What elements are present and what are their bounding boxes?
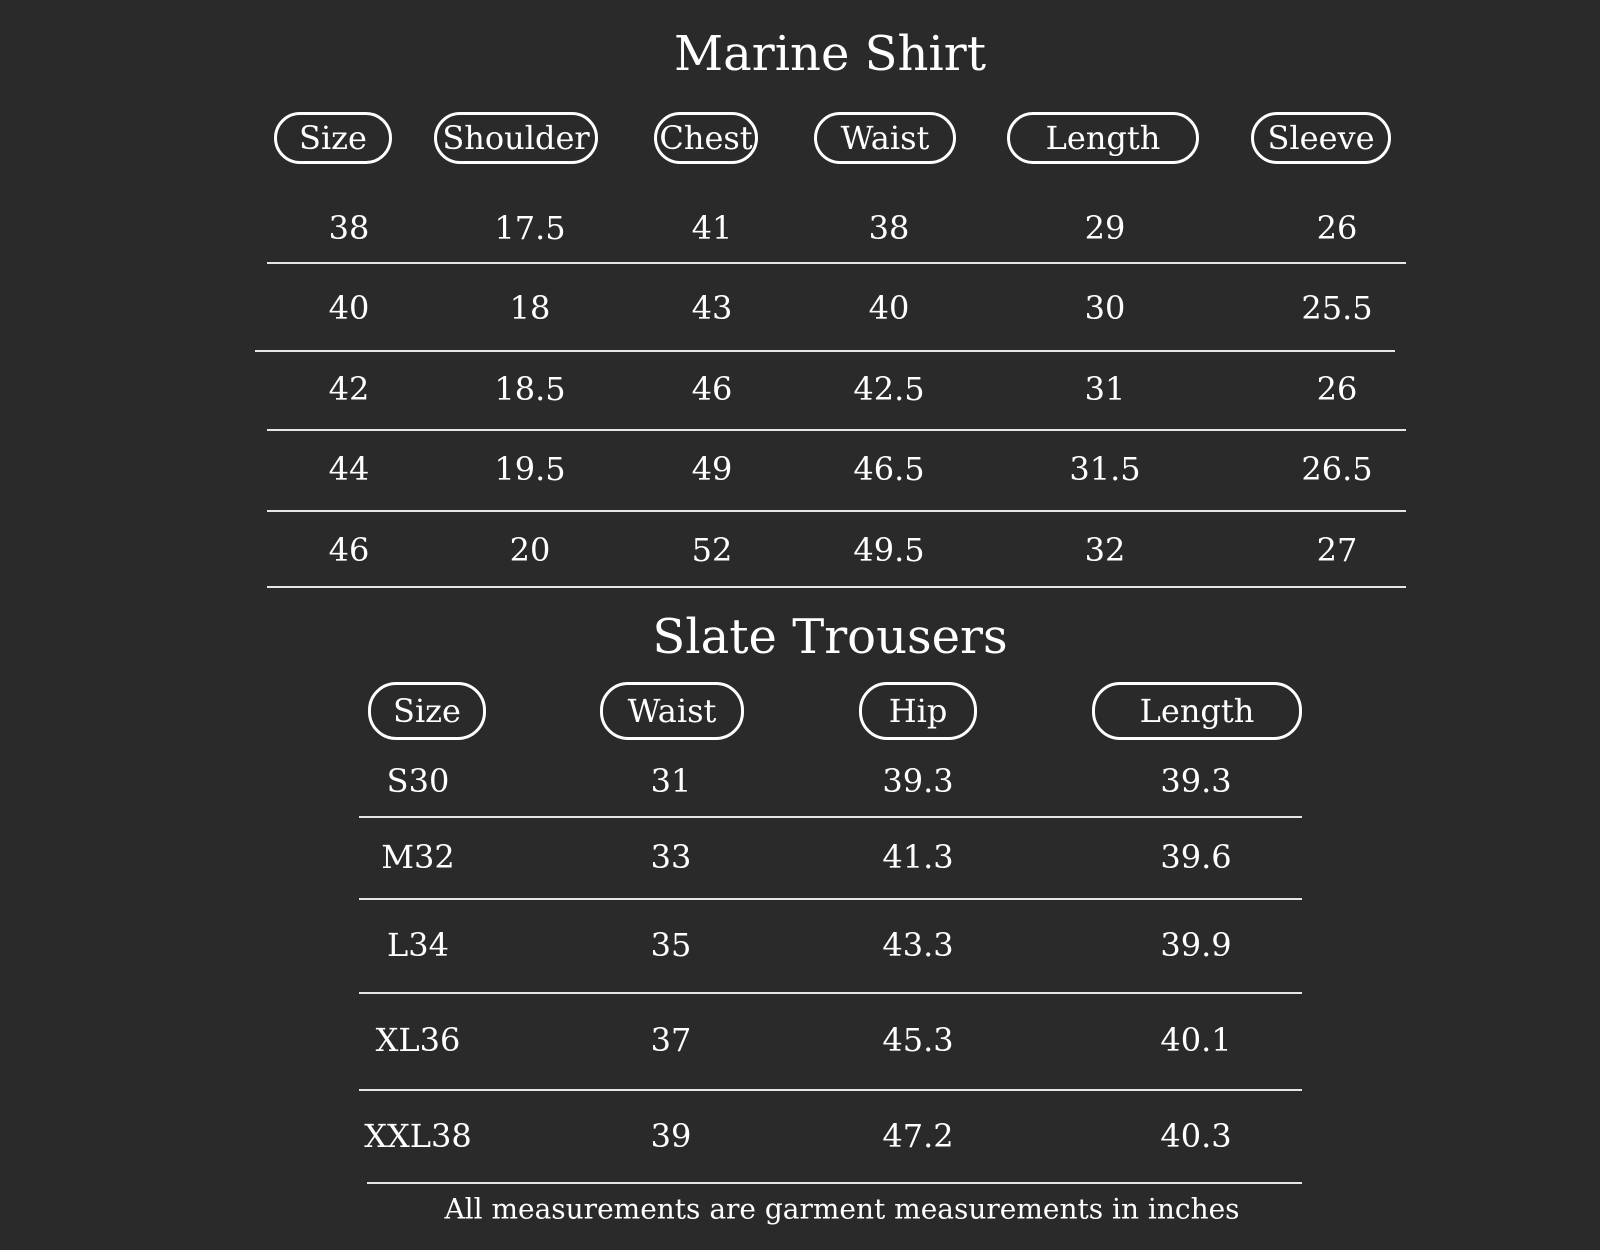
- table-cell: 20: [509, 531, 551, 569]
- table-cell: 43: [691, 289, 733, 327]
- table-cell: 42: [328, 370, 370, 408]
- table-cell: 39.6: [1160, 838, 1232, 876]
- table-cell: 49: [691, 450, 733, 488]
- table-cell: 39.3: [1160, 762, 1232, 800]
- table-cell: 35: [650, 926, 692, 964]
- column-header-size: Size: [368, 682, 486, 740]
- column-header-length: Length: [1092, 682, 1302, 740]
- column-header-waist: Waist: [600, 682, 744, 740]
- column-header-size: Size: [274, 112, 392, 164]
- table-cell: 25.5: [1301, 289, 1373, 327]
- row-divider: [359, 1089, 1302, 1091]
- row-divider: [267, 510, 1406, 512]
- table-cell: 40.3: [1160, 1117, 1232, 1155]
- table-cell: 26: [1316, 209, 1358, 247]
- table-cell: 40: [328, 289, 370, 327]
- table-cell: 37: [650, 1021, 692, 1059]
- column-header-waist: Waist: [814, 112, 956, 164]
- row-divider: [267, 429, 1406, 431]
- table-cell: 47.2: [882, 1117, 954, 1155]
- table-cell: 31: [1084, 370, 1126, 408]
- table-cell: 52: [691, 531, 733, 569]
- table-cell: 38: [868, 209, 910, 247]
- row-divider: [255, 350, 1395, 352]
- table-cell: 46.5: [853, 450, 925, 488]
- table-cell: 30: [1084, 289, 1126, 327]
- column-header-hip: Hip: [859, 682, 977, 740]
- table-cell: 18.5: [494, 370, 566, 408]
- table-cell: 31.5: [1069, 450, 1141, 488]
- table-cell: XXL38: [364, 1117, 472, 1155]
- table-cell: 39: [650, 1117, 692, 1155]
- table-cell: 43.3: [882, 926, 954, 964]
- table-cell: M32: [381, 838, 455, 876]
- table-cell: 44: [328, 450, 370, 488]
- table-cell: L34: [387, 926, 449, 964]
- row-divider: [359, 816, 1302, 818]
- column-header-sleeve: Sleeve: [1251, 112, 1391, 164]
- row-divider: [359, 898, 1302, 900]
- column-header-shoulder: Shoulder: [434, 112, 598, 164]
- table-cell: 26: [1316, 370, 1358, 408]
- table-cell: 26.5: [1301, 450, 1373, 488]
- table-cell: 45.3: [882, 1021, 954, 1059]
- table-cell: 17.5: [494, 209, 566, 247]
- table-cell: 40.1: [1160, 1021, 1232, 1059]
- table-cell: 39.3: [882, 762, 954, 800]
- table-cell: 19.5: [494, 450, 566, 488]
- table-cell: 46: [328, 531, 370, 569]
- table-cell: 41.3: [882, 838, 954, 876]
- shirt-title: Marine Shirt: [673, 26, 987, 82]
- table-cell: 41: [691, 209, 733, 247]
- table-cell: 29: [1084, 209, 1126, 247]
- row-divider: [267, 262, 1406, 264]
- table-cell: 18: [509, 289, 551, 327]
- table-cell: 46: [691, 370, 733, 408]
- row-divider: [367, 1182, 1302, 1184]
- table-cell: 40: [868, 289, 910, 327]
- table-cell: 49.5: [853, 531, 925, 569]
- column-header-chest: Chest: [654, 112, 758, 164]
- column-header-length: Length: [1007, 112, 1199, 164]
- table-cell: 33: [650, 838, 692, 876]
- row-divider: [359, 992, 1302, 994]
- footnote: All measurements are garment measurement…: [444, 1192, 1240, 1226]
- table-cell: 38: [328, 209, 370, 247]
- table-cell: 31: [650, 762, 692, 800]
- row-divider: [267, 586, 1406, 588]
- table-cell: 27: [1316, 531, 1358, 569]
- table-cell: XL36: [375, 1021, 461, 1059]
- table-cell: 32: [1084, 531, 1126, 569]
- table-cell: 39.9: [1160, 926, 1232, 964]
- table-cell: 42.5: [853, 370, 925, 408]
- table-cell: S30: [386, 762, 450, 800]
- trousers-title: Slate Trousers: [652, 609, 1008, 665]
